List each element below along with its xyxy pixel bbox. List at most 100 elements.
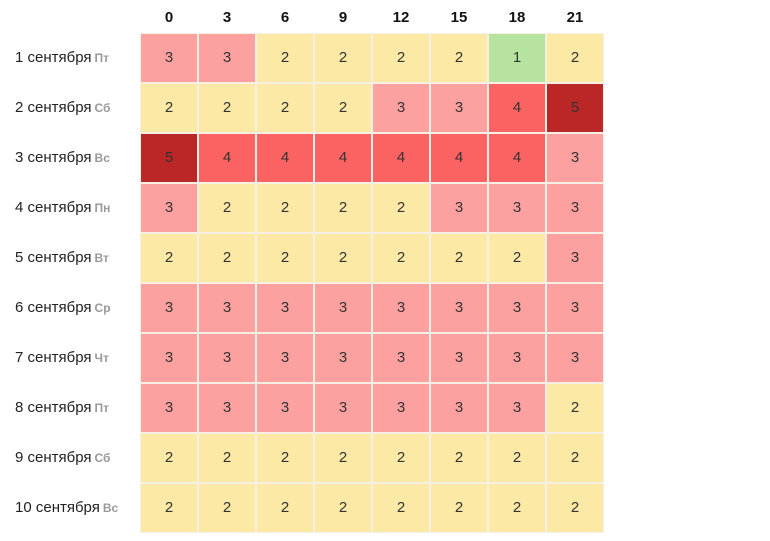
heatmap-cell: 2 [488,483,546,533]
heatmap-cell: 2 [372,233,430,283]
heatmap-cell: 3 [546,183,604,233]
heatmap-cell: 3 [430,383,488,433]
heatmap-cell: 2 [198,83,256,133]
heatmap-cell: 2 [372,433,430,483]
heatmap-cell: 2 [314,33,372,83]
hour-label-9: 9 [338,9,348,26]
heatmap-cell: 3 [430,283,488,333]
heatmap-cell: 3 [372,283,430,333]
heatmap-cell: 3 [488,183,546,233]
row-date: 10 сентября [15,499,100,516]
heatmap-cell: 2 [198,483,256,533]
heatmap-cell: 3 [314,283,372,333]
heatmap-cell: 4 [198,133,256,183]
heatmap-cell: 3 [372,83,430,133]
heatmap-cell: 2 [314,483,372,533]
hour-label-18: 18 [508,9,526,26]
heatmap-cell: 4 [488,133,546,183]
row-date: 2 сентября [15,99,92,116]
heatmap-cell: 2 [430,433,488,483]
row-label: 2 сентября Сб [15,83,140,133]
row-date: 5 сентября [15,249,92,266]
heatmap-cell: 2 [488,433,546,483]
heatmap-cell: 4 [256,133,314,183]
heatmap-cell: 2 [372,483,430,533]
heatmap-cell: 2 [314,233,372,283]
heatmap-cell: 5 [140,133,198,183]
heatmap-cell: 2 [430,33,488,83]
heatmap-cell: 3 [488,283,546,333]
heatmap-cell: 3 [546,333,604,383]
heatmap-cell: 2 [256,83,314,133]
hour-label-12: 12 [392,9,410,26]
heatmap-cell: 3 [198,383,256,433]
heatmap-cell: 2 [140,83,198,133]
row-label: 6 сентября Ср [15,283,140,333]
row-date: 3 сентября [15,149,92,166]
row-label: 7 сентября Чт [15,333,140,383]
row-label: 5 сентября Вт [15,233,140,283]
heatmap-cell: 2 [198,183,256,233]
heatmap-cell: 3 [546,133,604,183]
heatmap-cell: 2 [256,233,314,283]
heatmap-cell: 3 [430,333,488,383]
heatmap-cell: 3 [430,83,488,133]
heatmap-cell: 3 [198,283,256,333]
row-weekday: Пт [94,51,110,65]
row-label: 10 сентября Вс [15,483,140,533]
heatmap-cell: 3 [314,333,372,383]
row-label: 3 сентября Вс [15,133,140,183]
heatmap-cell: 2 [256,33,314,83]
heatmap-cell: 2 [140,483,198,533]
row-weekday: Вт [94,251,109,265]
row-weekday: Чт [94,351,109,365]
heatmap-cell: 4 [372,133,430,183]
hour-label-3: 3 [222,9,232,26]
heatmap-cell: 2 [430,233,488,283]
heatmap-cell: 1 [488,33,546,83]
heatmap-cell: 3 [140,383,198,433]
row-weekday: Вс [102,501,119,515]
heatmap-cell: 2 [314,433,372,483]
row-label: 1 сентября Пт [15,33,140,83]
heatmap-cell: 3 [198,333,256,383]
heatmap-cell: 2 [314,83,372,133]
row-date: 7 сентября [15,349,92,366]
heatmap-cell: 2 [546,433,604,483]
row-weekday: Ср [94,301,111,315]
heatmap-cell: 2 [198,233,256,283]
row-date: 6 сентября [15,299,92,316]
heatmap-cell: 4 [430,133,488,183]
heatmap-cell: 2 [198,433,256,483]
heatmap-cell: 2 [256,433,314,483]
heatmap-cell: 2 [546,33,604,83]
row-date: 8 сентября [15,399,92,416]
row-weekday: Пт [94,401,110,415]
hour-label-0: 0 [164,9,174,26]
heatmap-cell: 2 [256,183,314,233]
heatmap-cell: 2 [140,433,198,483]
heatmap-cell: 3 [256,333,314,383]
heatmap-cell: 3 [256,283,314,333]
heatmap-cell: 3 [140,333,198,383]
heatmap-cell: 3 [372,333,430,383]
row-date: 4 сентября [15,199,92,216]
hour-label-15: 15 [450,9,468,26]
heatmap-cell: 2 [372,33,430,83]
row-date: 1 сентября [15,49,92,66]
heatmap-cell: 3 [198,33,256,83]
row-label: 9 сентября Сб [15,433,140,483]
hour-label-6: 6 [280,9,290,26]
heatmap-cell: 2 [372,183,430,233]
heatmap-cell: 3 [140,183,198,233]
row-label: 4 сентября Пн [15,183,140,233]
heatmap-cell: 2 [314,183,372,233]
heatmap-cell: 2 [546,483,604,533]
heatmap-cell: 3 [546,283,604,333]
heatmap-cell: 2 [546,383,604,433]
heatmap-cell: 2 [140,233,198,283]
heatmap-cell: 3 [546,233,604,283]
hour-label-21: 21 [566,9,584,26]
heatmap-cell: 4 [314,133,372,183]
